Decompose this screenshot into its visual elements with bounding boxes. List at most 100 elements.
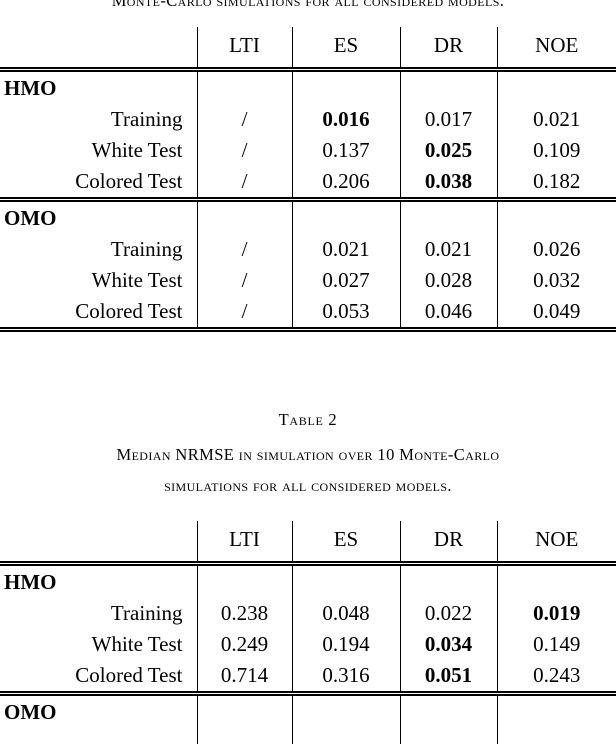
data-cell: 0.026 (496, 234, 616, 265)
row-label: White Test (91, 632, 183, 656)
row-label: White Test (91, 268, 183, 292)
empty-cell (196, 563, 292, 598)
table-row: Colored Test/0.053 0.046 0.049 (0, 296, 616, 332)
section-label: OMO (0, 691, 197, 728)
table-2-caption-block: Table 2 Median NRMSE in simulation over … (0, 410, 616, 501)
data-cell: / (196, 265, 292, 296)
empty-cell (196, 197, 292, 234)
data-cell: 0.046 (399, 296, 497, 332)
section-header-row: HMO (0, 69, 616, 104)
table-row: Colored Test /0.206 0.038 0.182 (0, 166, 616, 200)
data-cell: 0.017 (399, 104, 497, 135)
column-header: NOE (496, 27, 616, 72)
data-cell: 0.021 (399, 234, 497, 265)
data-cell: / (196, 104, 292, 135)
empty-cell (496, 691, 616, 728)
data-cell: 0.049 (496, 296, 616, 332)
data-cell: 0.022 (399, 598, 497, 629)
table-2-label: Table 2 (278, 410, 338, 429)
table-row: White Test /0.027 0.028 0.032 (0, 265, 616, 296)
table-row: Colored Test 0.714 0.316 0.051 0.243 (0, 660, 616, 694)
column-header: DR (399, 521, 497, 566)
data-cell: 0.032 (496, 265, 616, 296)
table-row: Training/0.021 0.021 0.026 (0, 234, 616, 265)
empty-cell (399, 728, 497, 744)
data-cell: 0.053 (291, 296, 400, 332)
empty-cell (196, 69, 292, 104)
table-2-container: LTI ES DR NOE HMO Training 0.238 0.048 0.022 0.01… (0, 521, 616, 744)
empty-cell (399, 563, 497, 598)
row-label: Colored Test (75, 663, 183, 687)
empty-cell (399, 69, 497, 104)
table-1-nrmse: LTI ES DR NOE HMO Training/0.016 0.017 0.021 Whi… (0, 27, 616, 332)
data-cell: 0.016 (291, 104, 400, 135)
table-row: Training /0.016 0.017 0.021 (0, 104, 616, 135)
column-header: DR (399, 27, 497, 72)
section-header-row: HMO (0, 563, 616, 598)
empty-cell (196, 728, 292, 744)
row-label: Training (110, 237, 183, 261)
column-header-spacer (0, 27, 197, 72)
data-cell: 0.243 (496, 660, 616, 694)
section-label: HMO (4, 75, 57, 100)
table-1-container: LTI ES DR NOE HMO Training/0.016 0.017 0.021 Whi… (0, 27, 616, 332)
data-cell: 0.249 (196, 629, 292, 660)
data-cell: / (196, 296, 292, 332)
empty-cell (196, 691, 292, 728)
data-cell: 0.034 (399, 629, 497, 660)
data-cell: 0.048 (291, 598, 400, 629)
section-label: HMO (4, 569, 57, 594)
header-row: LTI ES DR NOE (0, 521, 616, 566)
section-label: OMO (0, 197, 197, 234)
data-cell: 0.038 (399, 166, 497, 200)
column-header: ES (291, 521, 400, 566)
data-cell: 0.027 (291, 265, 400, 296)
row-label-filler (0, 728, 197, 744)
data-cell: 0.025 (399, 135, 497, 166)
data-cell: 0.714 (196, 660, 292, 694)
empty-cell (291, 563, 400, 598)
empty-cell (496, 728, 616, 744)
data-cell: 0.028 (399, 265, 497, 296)
clipped-row-filler (0, 728, 616, 744)
column-header-spacer (0, 521, 197, 566)
row-label: Colored Test (0, 296, 197, 332)
data-cell: 0.021 (291, 234, 400, 265)
column-header: LTI (196, 521, 292, 566)
data-cell: 0.194 (291, 629, 400, 660)
data-cell: 0.137 (291, 135, 400, 166)
empty-cell (496, 69, 616, 104)
table-1-caption-partial: Monte-Carlo simulations for all consider… (111, 0, 505, 10)
empty-cell (399, 197, 497, 234)
data-cell: 0.238 (196, 598, 292, 629)
empty-cell (399, 691, 497, 728)
data-cell: 0.316 (291, 660, 400, 694)
data-cell: 0.206 (291, 166, 400, 200)
section-header-row: OMO (0, 197, 616, 234)
table-row: White Test 0.249 0.194 0.034 0.149 (0, 629, 616, 660)
data-cell: / (196, 166, 292, 200)
empty-cell (291, 691, 400, 728)
table-row: Training 0.238 0.048 0.022 0.019 (0, 598, 616, 629)
empty-cell (496, 197, 616, 234)
row-label: Training (110, 601, 183, 625)
empty-cell (496, 563, 616, 598)
table-2-caption-line-1: Median NRMSE in simulation over 10 Monte… (116, 445, 500, 464)
data-cell: 0.051 (399, 660, 497, 694)
data-cell: 0.019 (496, 598, 616, 629)
empty-cell (291, 728, 400, 744)
empty-cell (291, 197, 400, 234)
section-header-row: OMO (0, 691, 616, 728)
column-header: LTI (196, 27, 292, 72)
data-cell: / (196, 234, 292, 265)
empty-cell (291, 69, 400, 104)
table-row: White Test /0.137 0.025 0.109 (0, 135, 616, 166)
table-2-caption-line-2: simulations for all considered models. (164, 476, 452, 495)
header-row: LTI ES DR NOE (0, 27, 616, 72)
data-cell: 0.149 (496, 629, 616, 660)
column-header: NOE (496, 521, 616, 566)
table-2-median-nrmse: LTI ES DR NOE HMO Training 0.238 0.048 0.022 0.01… (0, 521, 616, 744)
row-label: Colored Test (75, 169, 183, 193)
row-label: White Test (91, 138, 183, 162)
